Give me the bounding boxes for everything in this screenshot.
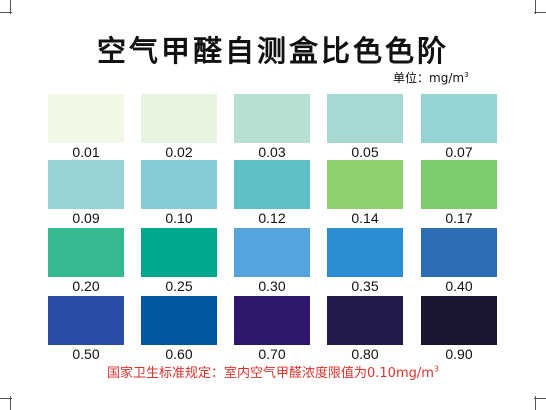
- color-swatch: [327, 296, 403, 345]
- color-swatch: [421, 228, 497, 277]
- color-swatch: [327, 160, 403, 209]
- swatch-value-label: 0.09: [72, 210, 100, 226]
- swatch-value-label: 0.25: [165, 278, 193, 294]
- swatch-value-label: 0.80: [351, 346, 379, 362]
- color-swatch: [327, 94, 403, 143]
- color-swatch: [234, 160, 310, 209]
- color-swatch: [141, 228, 217, 277]
- swatch-value-label: 0.02: [165, 144, 193, 160]
- swatch-value-label: 0.12: [258, 210, 286, 226]
- color-swatch: [327, 228, 403, 277]
- color-swatch: [48, 94, 124, 143]
- swatch-value-label: 0.01: [72, 144, 100, 160]
- crop-line-top-right: [534, 12, 546, 13]
- crop-line-left: [10, 0, 11, 14]
- swatch-value-label: 0.14: [351, 210, 379, 226]
- color-swatch: [234, 228, 310, 277]
- swatch-value-label: 0.20: [72, 278, 100, 294]
- crop-line-right-bottom: [535, 396, 536, 410]
- crop-line-top-left: [0, 12, 12, 13]
- color-swatch: [48, 296, 124, 345]
- crop-line-right: [535, 0, 536, 14]
- color-swatch: [234, 94, 310, 143]
- swatch-value-label: 0.40: [445, 278, 473, 294]
- unit-value: mg/m: [429, 71, 465, 85]
- color-swatch: [234, 296, 310, 345]
- standard-note: 国家卫生标准规定：室内空气甲醛浓度限值为0.10mg/m3: [0, 362, 546, 381]
- swatch-value-label: 0.05: [351, 144, 379, 160]
- swatch-value-label: 0.70: [258, 346, 286, 362]
- swatch-value-label: 0.60: [165, 346, 193, 362]
- standard-note-sup: 3: [433, 364, 439, 374]
- swatch-value-label: 0.07: [445, 144, 473, 160]
- swatch-value-label: 0.50: [72, 346, 100, 362]
- color-swatch: [141, 160, 217, 209]
- swatch-value-label: 0.03: [258, 144, 286, 160]
- swatch-value-label: 0.90: [445, 346, 473, 362]
- color-swatch: [141, 94, 217, 143]
- unit-label: 单位：mg/m3: [393, 69, 469, 86]
- standard-note-text: 国家卫生标准规定：室内空气甲醛浓度限值为0.10mg/m: [107, 366, 434, 381]
- crop-line-bottom-left: [0, 398, 12, 399]
- color-swatch: [421, 160, 497, 209]
- color-swatch: [421, 94, 497, 143]
- swatch-value-label: 0.35: [351, 278, 379, 294]
- color-swatch: [141, 296, 217, 345]
- crop-line-bottom-right: [534, 398, 546, 399]
- color-swatch: [48, 160, 124, 209]
- unit-prefix: 单位：: [393, 71, 430, 85]
- swatch-value-label: 0.10: [165, 210, 193, 226]
- color-swatch: [421, 296, 497, 345]
- unit-sup: 3: [464, 71, 469, 79]
- swatch-value-label: 0.17: [445, 210, 473, 226]
- color-swatch: [48, 228, 124, 277]
- crop-line-left-bottom: [10, 396, 11, 410]
- swatch-value-label: 0.30: [258, 278, 286, 294]
- chart-title: 空气甲醛自测盒比色色阶: [96, 34, 449, 68]
